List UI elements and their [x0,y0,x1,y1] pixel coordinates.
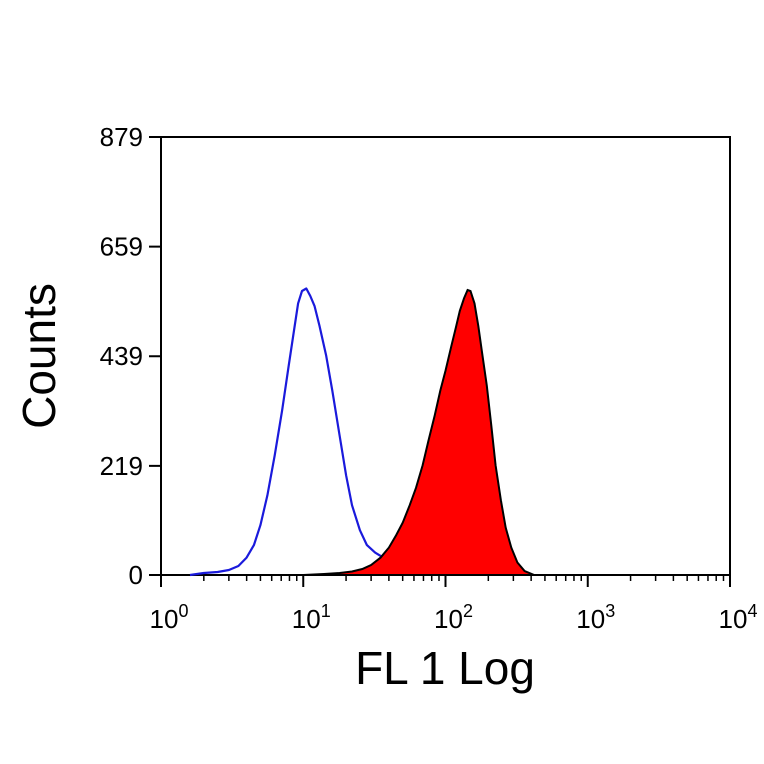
x-tick-label: 101 [292,601,331,634]
y-tick-label: 439 [100,341,143,371]
x-tick-label: 103 [576,601,615,634]
x-axis-title: FL 1 Log [355,642,535,694]
y-tick-label: 0 [129,560,143,590]
x-tick-label: 102 [434,601,473,634]
y-tick-label: 879 [100,122,143,152]
x-axis: 100 101 102 103 104 [150,575,758,634]
y-axis-title: Counts [13,283,65,429]
series-1-filled-histogram [303,288,535,576]
y-tick-label: 659 [100,232,143,262]
y-tick-label: 219 [100,451,143,481]
x-tick-label: 104 [719,601,758,634]
x-tick-label: 100 [150,601,189,634]
y-axis: 0 219 439 659 879 [100,122,161,590]
series-layer [189,287,535,577]
